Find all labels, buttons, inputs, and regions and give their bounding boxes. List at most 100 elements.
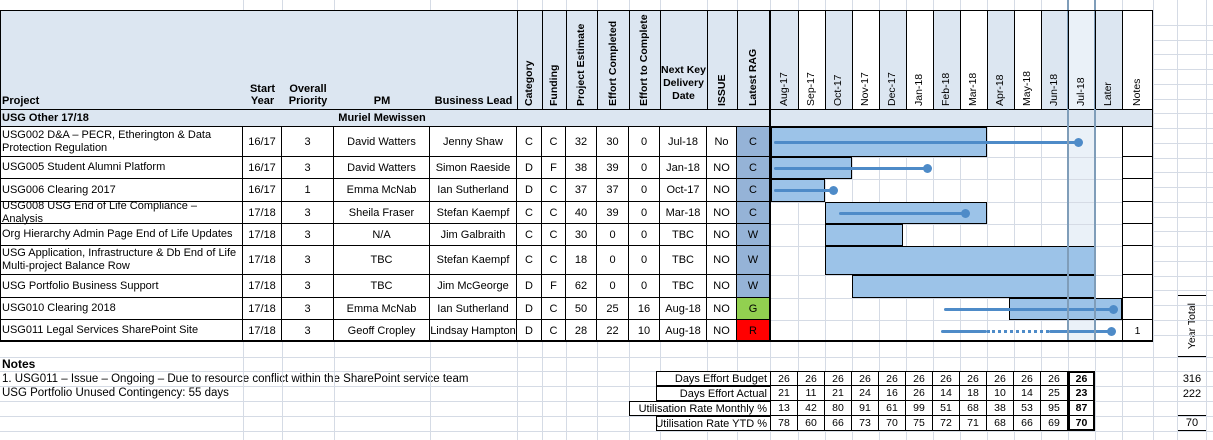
cell-project[interactable]: USG008 USG End of Life Compliance – Anal… [0,200,243,225]
cell-note[interactable] [1122,224,1153,246]
cell-pm[interactable]: Emma McNab [334,179,430,202]
cell-rag[interactable]: C [737,179,770,202]
col-header-month[interactable]: Mar-18 [967,72,979,106]
cell-next-key-date[interactable]: Aug-18 [660,298,707,320]
cell-effort-completed[interactable]: 30 [597,127,629,157]
util-cell-ytd[interactable]: 70 [1068,416,1095,431]
cell-start-year[interactable]: 17/18 [243,246,282,275]
cell-funding[interactable]: F [542,275,566,298]
util-cell-monthly[interactable]: 99 [906,401,933,416]
cell-priority[interactable]: 3 [282,127,334,157]
util-cell-budget[interactable]: 26 [1014,371,1041,386]
util-cell-ytd[interactable]: 68 [987,416,1014,431]
util-cell-monthly[interactable]: 61 [879,401,906,416]
util-cell-budget[interactable]: 26 [852,371,879,386]
util-cell-actual[interactable]: 11 [798,386,825,401]
util-cell-monthly[interactable]: 80 [825,401,852,416]
col-header-start-year[interactable]: Start Year [249,83,276,107]
util-cell-monthly[interactable]: 68 [960,401,987,416]
col-header-business-lead[interactable]: Business Lead [434,95,513,107]
cell-effort-to-complete[interactable]: 0 [629,246,660,275]
cell-issue[interactable]: No [707,127,737,157]
cell-issue[interactable]: NO [707,224,737,246]
cell-note[interactable] [1122,127,1153,157]
col-header-notes[interactable]: Notes [1131,78,1143,106]
cell-next-key-date[interactable]: TBC [660,224,707,246]
col-header-month[interactable]: Oct-17 [832,74,844,106]
col-header-issue[interactable]: ISSUE [716,74,728,106]
util-cell-monthly[interactable]: 87 [1068,401,1095,416]
cell-business-lead[interactable]: Jim McGeorge [430,275,517,298]
cell-issue[interactable]: NO [707,157,737,179]
cell-pm[interactable]: David Watters [334,127,430,157]
month-header-cell[interactable] [798,10,825,109]
cell-category[interactable]: D [517,157,542,179]
util-cell-actual[interactable]: 21 [771,386,798,401]
month-header-cell[interactable] [960,10,987,109]
cell-business-lead[interactable]: Jim Galbraith [430,224,517,246]
cell-business-lead[interactable]: Jenny Shaw [430,127,517,157]
cell-issue[interactable]: NO [707,179,737,202]
cell-effort-to-complete[interactable]: 0 [629,275,660,298]
cell-pm[interactable]: Sheila Fraser [334,202,430,224]
col-header-month[interactable]: Aug-17 [778,72,790,106]
cell-note[interactable] [1122,275,1153,298]
cell-effort-completed[interactable]: 22 [597,320,629,342]
util-cell-ytd[interactable]: 70 [879,416,906,431]
cell-effort-to-complete[interactable]: 0 [629,179,660,202]
col-header-funding[interactable]: Funding [548,64,560,106]
cell-priority[interactable]: 3 [282,298,334,320]
month-header-cell[interactable] [1068,10,1095,109]
util-cell-budget[interactable]: 26 [960,371,987,386]
cell-next-key-date[interactable]: Mar-18 [660,202,707,224]
cell-funding[interactable]: C [542,298,566,320]
cell-note[interactable]: 1 [1122,320,1153,342]
cell-category[interactable]: C [517,202,542,224]
util-cell-ytd[interactable]: 66 [825,416,852,431]
col-header-next-key[interactable]: Next Key Delivery Date [661,64,706,102]
util-cell-ytd[interactable]: 73 [852,416,879,431]
later-header-cell[interactable] [1095,10,1122,109]
year-total-actual[interactable]: 222 [1177,386,1207,402]
cell-project[interactable]: USG005 Student Alumni Platform [0,157,243,179]
section-pm[interactable]: Muriel Mewissen [338,112,426,124]
util-cell-ytd[interactable]: 72 [933,416,960,431]
col-header-category[interactable]: Category [523,60,535,106]
cell-issue[interactable]: NO [707,202,737,224]
col-header-estimate[interactable]: Project Estimate [575,23,587,106]
cell-rag[interactable]: G [737,298,770,320]
cell-category[interactable]: D [517,320,542,342]
col-header-month[interactable]: Jun-18 [1048,73,1060,106]
util-cell-monthly[interactable]: 42 [798,401,825,416]
cell-effort-to-complete[interactable]: 10 [629,320,660,342]
cell-rag[interactable]: W [737,224,770,246]
util-cell-actual[interactable]: 24 [852,386,879,401]
col-header-month[interactable]: Jan-18 [913,73,925,106]
util-cell-budget[interactable]: 26 [1068,371,1095,386]
cell-project[interactable]: USG Application, Infrastructure & Db End… [0,246,243,275]
cell-priority[interactable]: 3 [282,246,334,275]
notes-header-cell[interactable] [1122,10,1153,109]
cell-estimate[interactable]: 40 [566,202,597,224]
section-row[interactable] [0,109,1153,127]
util-cell-monthly[interactable]: 91 [852,401,879,416]
cell-pm[interactable]: TBC [334,275,430,298]
cell-rag[interactable]: W [737,246,770,275]
cell-funding[interactable]: C [542,320,566,342]
col-header-later[interactable]: Later [1102,82,1114,106]
util-cell-actual[interactable]: 18 [960,386,987,401]
cell-business-lead[interactable]: Stefan Kaempf [430,202,517,224]
cell-next-key-date[interactable]: Oct-17 [660,179,707,202]
cell-next-key-date[interactable]: TBC [660,246,707,275]
util-cell-budget[interactable]: 26 [987,371,1014,386]
cell-estimate[interactable]: 18 [566,246,597,275]
cell-start-year[interactable]: 17/18 [243,320,282,342]
cell-pm[interactable]: David Watters [334,157,430,179]
cell-category[interactable]: D [517,275,542,298]
cell-issue[interactable]: NO [707,298,737,320]
section-title[interactable]: USG Other 17/18 [2,112,89,124]
col-header-month[interactable]: Dec-17 [886,72,898,106]
cell-issue[interactable]: NO [707,246,737,275]
col-header-project[interactable]: Project [2,95,40,107]
cell-funding[interactable]: C [542,202,566,224]
